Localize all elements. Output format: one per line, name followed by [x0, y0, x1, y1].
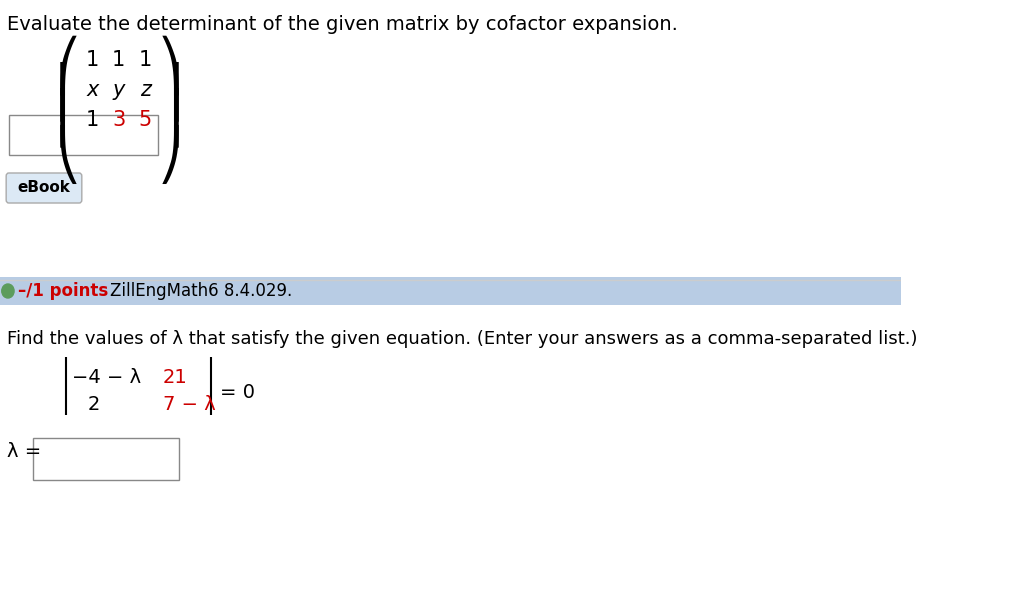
Text: x: x: [86, 80, 98, 100]
Text: ⎞: ⎞: [158, 35, 182, 95]
Text: ⎜: ⎜: [56, 87, 81, 147]
Text: eBook: eBook: [17, 181, 71, 195]
Text: –/1 points: –/1 points: [17, 282, 108, 300]
Text: Evaluate the determinant of the given matrix by cofactor expansion.: Evaluate the determinant of the given ma…: [7, 15, 678, 34]
Text: ⎟: ⎟: [158, 87, 182, 147]
Text: 3: 3: [113, 110, 125, 130]
Text: 1: 1: [138, 50, 152, 70]
Text: λ =: λ =: [7, 442, 41, 461]
Text: ⎛: ⎛: [56, 35, 81, 95]
Text: 1: 1: [86, 50, 99, 70]
Text: ⎟: ⎟: [158, 61, 182, 121]
Text: 21: 21: [163, 368, 187, 387]
Text: ⎝: ⎝: [56, 125, 81, 184]
Text: ZillEngMath6 8.4.029.: ZillEngMath6 8.4.029.: [110, 282, 292, 300]
FancyBboxPatch shape: [9, 115, 159, 155]
Text: Find the values of λ that satisfy the given equation. (Enter your answers as a c: Find the values of λ that satisfy the gi…: [7, 330, 918, 348]
FancyBboxPatch shape: [0, 277, 901, 305]
Text: ⎠: ⎠: [158, 125, 182, 184]
Text: 2: 2: [88, 395, 100, 414]
FancyBboxPatch shape: [6, 173, 82, 203]
Circle shape: [2, 284, 14, 298]
Text: 7 − λ: 7 − λ: [163, 395, 215, 414]
Text: ⎜: ⎜: [56, 61, 81, 121]
FancyBboxPatch shape: [34, 438, 178, 480]
Text: z: z: [139, 80, 151, 100]
Text: y: y: [113, 80, 125, 100]
Text: −4 − λ: −4 − λ: [72, 368, 141, 387]
Text: 5: 5: [138, 110, 152, 130]
Text: 1: 1: [86, 110, 99, 130]
Text: = 0: = 0: [220, 383, 255, 402]
Text: 1: 1: [113, 50, 125, 70]
